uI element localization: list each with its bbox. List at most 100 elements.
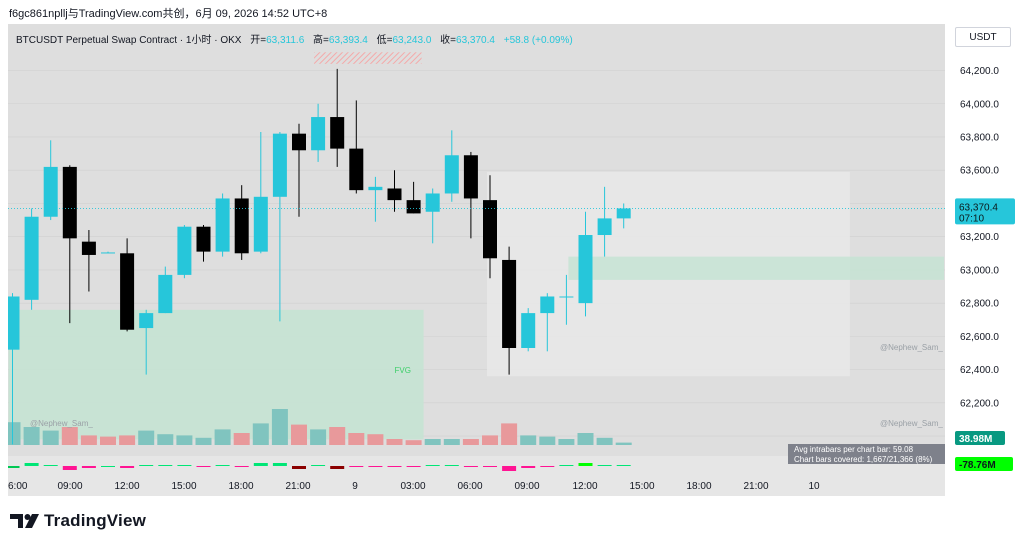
candle-body[interactable] — [196, 226, 211, 252]
current-price-label: 63,370.4 — [959, 202, 998, 213]
supply-zone — [314, 52, 422, 64]
volume-bar — [252, 423, 269, 445]
info-avg-intrabars: Avg intrabars per chart bar: 59.08 — [794, 445, 914, 454]
candle-body[interactable] — [483, 200, 497, 259]
oscillator-bar — [521, 466, 536, 468]
oscillator-bar — [139, 465, 154, 466]
candle-body[interactable] — [120, 253, 135, 330]
candlestick-chart[interactable]: FVG @Nephew_Sam_ @Nephew_Sam_ @Nephew_Sam_ A… — [8, 24, 1016, 496]
x-tick-label: 09:00 — [514, 481, 539, 492]
volume-bar — [8, 422, 21, 445]
watermark-left: @Nephew_Sam_ — [30, 419, 93, 428]
candle-body[interactable] — [43, 166, 58, 217]
oscillator-value-tag — [955, 457, 1013, 471]
candle-body[interactable] — [597, 218, 612, 236]
volume-bar — [596, 437, 613, 445]
chart-frame: FVG @Nephew_Sam_ @Nephew_Sam_ @Nephew_Sam_ A… — [8, 24, 1016, 496]
volume-bar — [157, 434, 174, 445]
volume-bar — [367, 434, 384, 445]
candle-body[interactable] — [387, 188, 402, 201]
y-tick-label: 62,200.0 — [960, 398, 999, 409]
oscillator-bar — [540, 466, 555, 467]
volume-bar — [138, 430, 155, 445]
volume-bar — [271, 409, 288, 445]
candle-body[interactable] — [368, 186, 383, 191]
volume-bar — [42, 430, 59, 445]
y-tick-label: 62,600.0 — [960, 332, 999, 343]
oscillator-bar — [234, 466, 249, 467]
countdown-label: 07:10 — [959, 213, 984, 224]
oscillator-bar — [349, 466, 364, 467]
x-tick-label: 10 — [808, 481, 820, 492]
candle-body[interactable] — [502, 259, 517, 348]
volume-bar — [214, 429, 231, 445]
tradingview-brand[interactable]: TradingView — [10, 511, 146, 531]
x-tick-label: 15:00 — [629, 481, 654, 492]
volume-value-tag — [955, 431, 1005, 445]
candle-body[interactable] — [81, 241, 96, 255]
volume-bar — [520, 435, 537, 445]
candle-body[interactable] — [253, 196, 268, 252]
candle-body[interactable] — [215, 198, 230, 252]
candle-body[interactable] — [234, 198, 249, 254]
open-label: 开= — [250, 35, 267, 46]
oscillator-bar — [253, 463, 268, 466]
candle-body[interactable] — [292, 133, 306, 151]
candle-body[interactable] — [349, 148, 364, 191]
oscillator-bar — [578, 463, 593, 466]
oscillator-bar — [158, 465, 173, 466]
x-tick-label: 9 — [352, 481, 358, 492]
candle-body[interactable] — [8, 296, 20, 350]
current-price-tag — [955, 198, 1015, 225]
info-box — [788, 444, 945, 464]
oscillator-bar — [292, 466, 306, 469]
x-tick-label: 18:00 — [228, 481, 253, 492]
currency-button[interactable]: USDT — [955, 27, 1011, 47]
x-tick-label: 18:00 — [686, 481, 711, 492]
fvg-zone-right — [568, 256, 944, 280]
low-label: 低= — [376, 35, 393, 46]
brand-name: TradingView — [44, 511, 147, 530]
candle-body[interactable] — [559, 296, 574, 298]
candle-body[interactable] — [311, 117, 326, 151]
candle-body[interactable] — [521, 313, 536, 348]
x-tick-label: 6:00 — [8, 481, 28, 492]
candle-body[interactable] — [330, 117, 345, 149]
candle-body[interactable] — [616, 208, 631, 219]
candle-body[interactable] — [406, 200, 421, 214]
candle-body[interactable] — [158, 274, 173, 314]
candle-body[interactable] — [24, 216, 39, 300]
oscillator-bar — [196, 466, 211, 467]
fvg-label: FVG — [395, 366, 411, 375]
candle-body[interactable] — [463, 155, 478, 199]
oscillator-bar — [272, 463, 287, 466]
y-tick-label: 64,000.0 — [960, 99, 999, 110]
close-value: 63,370.4 — [456, 35, 495, 46]
candle-body[interactable] — [139, 313, 154, 329]
candle-body[interactable] — [425, 193, 440, 212]
symbol-legend: BTCUSDT Perpetual Swap Contract · 1小时 · … — [16, 31, 573, 46]
oscillator-value-label: -78.76M — [959, 460, 996, 471]
x-tick-label: 15:00 — [171, 481, 196, 492]
volume-bar — [482, 435, 498, 445]
candle-body[interactable] — [272, 133, 287, 197]
x-tick-label: 12:00 — [572, 481, 597, 492]
oscillator-bar — [425, 465, 440, 466]
volume-value-label: 38.98M — [959, 434, 992, 445]
candle-body[interactable] — [444, 155, 459, 194]
candle-body[interactable] — [540, 296, 555, 314]
volume-bar — [501, 423, 518, 445]
oscillator-bar — [463, 466, 478, 467]
x-tick-label: 03:00 — [400, 481, 425, 492]
candle-body[interactable] — [578, 235, 593, 304]
candle-body[interactable] — [101, 252, 115, 254]
candle-body[interactable] — [177, 226, 192, 275]
oscillator-bar — [311, 465, 326, 466]
oscillator-bar — [177, 465, 192, 466]
symbol-title: BTCUSDT Perpetual Swap Contract · 1小时 · … — [16, 35, 242, 46]
y-tick-label: 63,200.0 — [960, 232, 999, 243]
candle-body[interactable] — [62, 166, 77, 239]
oscillator-bar — [62, 466, 77, 470]
oscillator-bar — [81, 466, 96, 468]
oscillator-bar — [330, 466, 345, 469]
